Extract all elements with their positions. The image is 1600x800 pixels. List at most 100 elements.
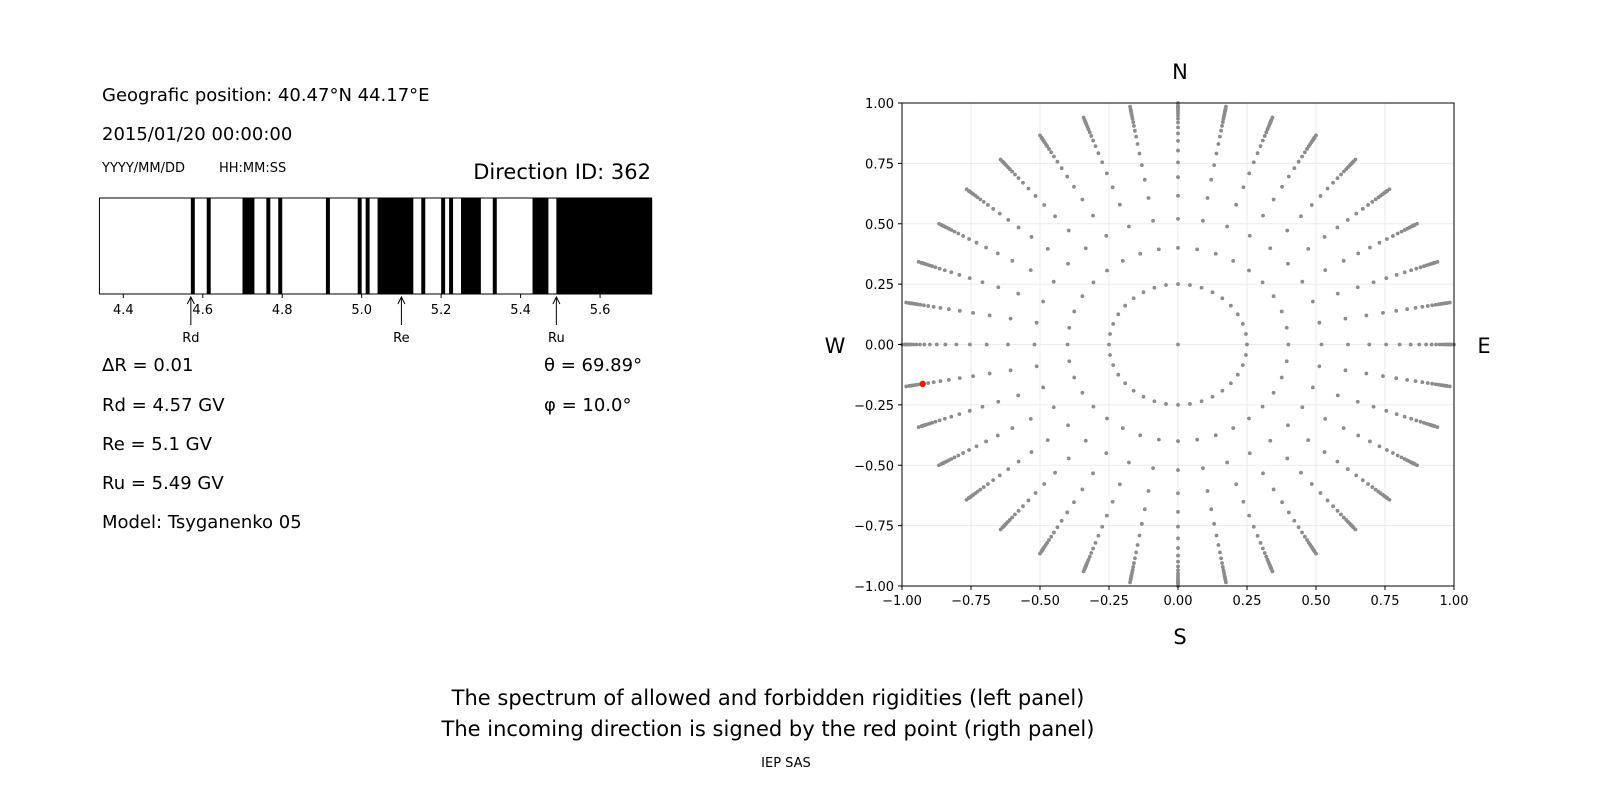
scatter-point xyxy=(1219,556,1223,561)
scatter-point xyxy=(1405,307,1410,312)
scatter-point xyxy=(971,374,975,379)
scatter-point xyxy=(1131,296,1136,301)
scatter-point xyxy=(1123,303,1128,308)
scatter-point xyxy=(957,308,962,313)
scatter-point xyxy=(1008,316,1013,321)
scatter-point xyxy=(1255,533,1260,538)
scatter-point xyxy=(1188,283,1192,287)
scatter-point xyxy=(1033,491,1038,495)
scatter-point xyxy=(1151,218,1155,223)
scatter-point xyxy=(1013,512,1017,517)
scatter-point xyxy=(1091,213,1095,218)
scatter-point xyxy=(1262,551,1267,555)
scatter-point xyxy=(1360,478,1365,483)
ru-value: Ru = 5.49 GV xyxy=(102,473,224,494)
scatter-point xyxy=(952,229,957,234)
scatter-point xyxy=(1231,426,1236,431)
scatter-point xyxy=(967,448,971,452)
scatter-point xyxy=(1164,283,1168,287)
scatter-point xyxy=(1356,433,1361,438)
scatter-point xyxy=(946,377,951,382)
forbidden-band xyxy=(421,198,426,294)
scatter-point xyxy=(1051,279,1056,284)
scatter-point xyxy=(997,211,1002,216)
forbidden-band xyxy=(556,198,652,294)
scatter-point xyxy=(1116,312,1121,317)
scatter-point xyxy=(1032,342,1037,347)
forbidden-band xyxy=(441,198,446,294)
scatter-point xyxy=(1006,467,1011,472)
scatter-point xyxy=(1010,515,1015,520)
scatter-point xyxy=(1394,272,1399,277)
scatter-point xyxy=(1271,294,1276,299)
scatter-point xyxy=(1104,171,1109,176)
scatter-point xyxy=(1016,508,1021,513)
scatter-point xyxy=(1449,342,1454,347)
y-tick-label: 0.25 xyxy=(865,278,894,293)
scatter-point xyxy=(1080,487,1085,492)
scatter-point xyxy=(1034,364,1039,369)
scatter-point xyxy=(1141,290,1146,295)
scatter-point xyxy=(1051,405,1056,410)
scatter-point xyxy=(1045,438,1050,443)
scatter-point xyxy=(1116,372,1121,377)
scatter-point xyxy=(1065,174,1070,179)
selected-direction-point xyxy=(919,380,926,388)
scatter-point xyxy=(1066,456,1071,461)
scatter-point xyxy=(1264,554,1269,559)
y-tick-label: −0.75 xyxy=(854,520,894,535)
scatter-point xyxy=(946,307,951,312)
scatter-point xyxy=(937,463,941,468)
scatter-point xyxy=(1028,268,1033,273)
scatter-point xyxy=(998,157,1003,162)
x-tick-label: −0.50 xyxy=(1020,594,1060,609)
scatter-point xyxy=(1394,376,1399,381)
scatter-point xyxy=(927,342,932,347)
scatter-point xyxy=(1305,147,1309,151)
scatter-point xyxy=(1286,423,1290,428)
scatter-point xyxy=(1052,530,1056,535)
scatter-point xyxy=(1323,268,1328,273)
scatter-point xyxy=(1105,268,1109,273)
scatter-point xyxy=(1026,498,1031,503)
scatter-point xyxy=(1176,217,1180,221)
scatter-point xyxy=(998,527,1003,532)
y-tick-label: 0.75 xyxy=(865,157,894,172)
scatter-point xyxy=(931,380,936,385)
scatter-point xyxy=(1176,439,1180,443)
scatter-point xyxy=(1318,194,1323,198)
x-tick-label: 4.8 xyxy=(272,303,293,318)
scatter-point xyxy=(986,482,990,486)
scatter-point xyxy=(1430,303,1435,308)
scatter-point xyxy=(1065,510,1070,515)
scatter-point xyxy=(1353,527,1358,532)
scatter-point xyxy=(1241,499,1246,504)
scatter-point xyxy=(984,342,989,347)
scatter-point xyxy=(1209,507,1214,512)
scatter-point xyxy=(1176,536,1180,541)
scatter-point xyxy=(1341,426,1346,431)
scatter-point xyxy=(1437,342,1442,347)
x-tick-label: 5.2 xyxy=(431,303,452,318)
scatter-point xyxy=(1325,186,1330,191)
scatter-point xyxy=(1100,524,1105,529)
scatter-point xyxy=(1133,556,1137,561)
scatter-point xyxy=(1399,229,1404,234)
forbidden-band xyxy=(266,198,271,294)
scatter-point xyxy=(991,206,996,211)
scatter-point xyxy=(1395,453,1400,458)
y-tick-label: −0.50 xyxy=(854,459,894,474)
scatter-point xyxy=(1176,193,1180,198)
scatter-point xyxy=(1220,120,1225,125)
scatter-point xyxy=(1135,543,1140,547)
scatter-point xyxy=(1146,196,1151,200)
scatter-point xyxy=(1083,246,1088,251)
scatter-point xyxy=(1156,437,1161,442)
scatter-point xyxy=(938,305,943,310)
scatter-point xyxy=(1399,455,1404,460)
scatter-point xyxy=(1241,185,1246,190)
scatter-point xyxy=(961,234,966,238)
scatter-point xyxy=(964,497,969,502)
scatter-point xyxy=(1247,233,1252,238)
forbidden-band xyxy=(242,198,255,294)
